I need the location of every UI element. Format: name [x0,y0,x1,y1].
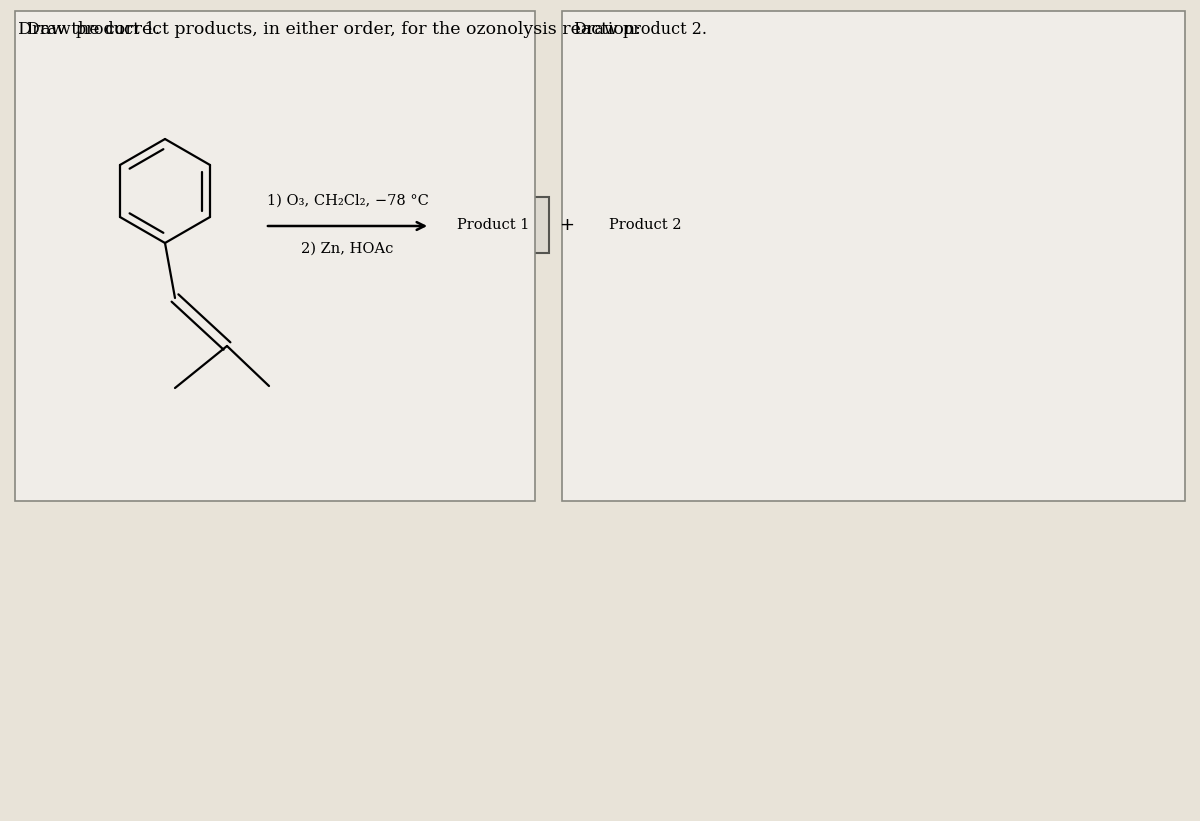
Text: 1) O₃, CH₂Cl₂, −78 °C: 1) O₃, CH₂Cl₂, −78 °C [266,194,428,208]
Text: Draw the correct products, in either order, for the ozonolysis reaction:: Draw the correct products, in either ord… [18,21,641,38]
Bar [562,11,1186,501]
Bar [437,197,550,253]
Text: +: + [559,216,575,234]
Text: Product 2: Product 2 [608,218,682,232]
Bar [14,11,535,501]
Text: Draw product 2.: Draw product 2. [574,21,707,38]
Bar [589,197,701,253]
Text: Draw product 1.: Draw product 1. [28,21,160,38]
Text: 2) Zn, HOAc: 2) Zn, HOAc [301,242,394,256]
Text: Product 1: Product 1 [457,218,529,232]
